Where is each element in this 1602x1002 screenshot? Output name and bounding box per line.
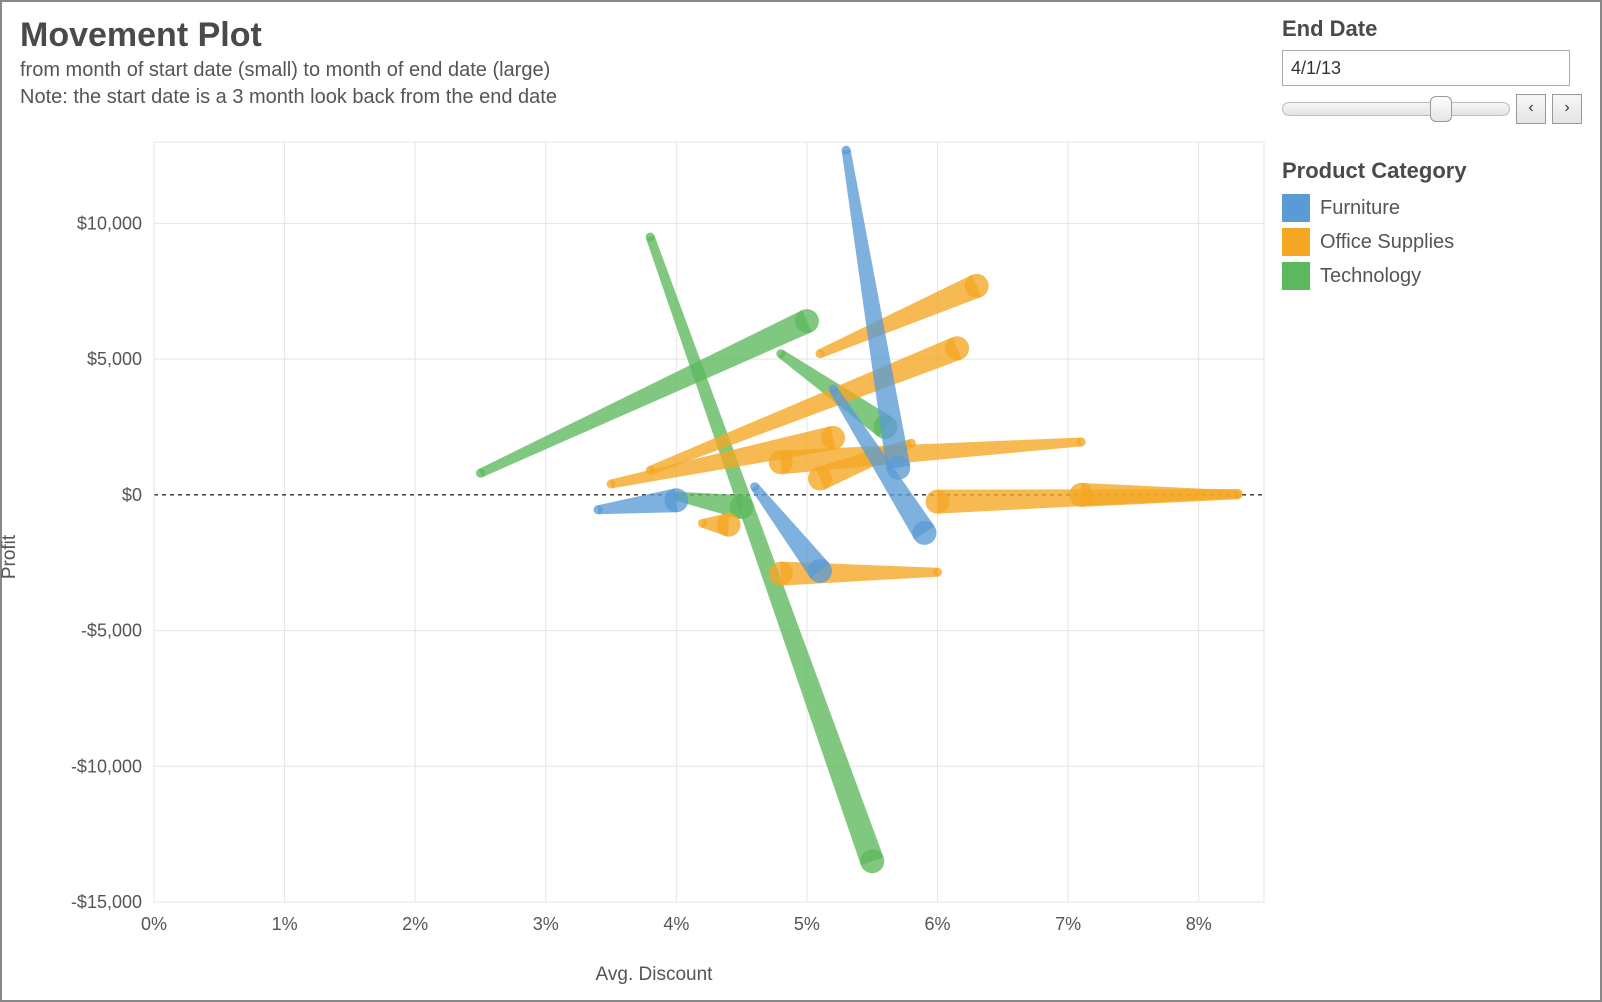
comet-end-point[interactable] — [795, 309, 819, 333]
comet-start-point — [907, 439, 916, 448]
comet-end-point[interactable] — [769, 562, 793, 586]
date-slider[interactable] — [1282, 102, 1510, 116]
comet-start-point — [829, 385, 838, 394]
chart-title: Movement Plot — [20, 16, 1270, 55]
svg-text:-$10,000: -$10,000 — [71, 756, 142, 776]
legend-swatch — [1282, 194, 1310, 222]
chart-subtitle: from month of start date (small) to mont… — [20, 57, 1270, 111]
subtitle-line-1: from month of start date (small) to mont… — [20, 59, 550, 81]
chevron-right-icon: › — [1564, 99, 1569, 116]
comet-end-point[interactable] — [945, 336, 969, 360]
svg-text:$10,000: $10,000 — [77, 213, 142, 233]
svg-text:6%: 6% — [925, 914, 951, 934]
legend: Product Category Furniture Office Supplie… — [1282, 158, 1582, 290]
comet-start-point — [646, 466, 655, 475]
comet-start-point — [646, 233, 655, 242]
controls-panel: End Date ‹ › Product Category Furniture O… — [1282, 16, 1582, 296]
comet-end-point[interactable] — [821, 426, 845, 450]
comet-start-point — [1233, 489, 1242, 498]
svg-text:1%: 1% — [272, 914, 298, 934]
comet-end-point[interactable] — [769, 450, 793, 474]
legend-item[interactable]: Furniture — [1282, 194, 1582, 222]
legend-label: Furniture — [1320, 197, 1400, 220]
end-date-input[interactable] — [1282, 50, 1570, 86]
comet-start-point — [842, 146, 851, 155]
prev-date-button[interactable]: ‹ — [1516, 94, 1546, 124]
subtitle-line-2: Note: the start date is a 3 month look b… — [20, 86, 557, 108]
comet-start-point — [816, 349, 825, 358]
svg-text:3%: 3% — [533, 914, 559, 934]
comet-start-point — [607, 480, 616, 489]
chevron-left-icon: ‹ — [1528, 99, 1533, 116]
svg-text:4%: 4% — [663, 914, 689, 934]
legend-item[interactable]: Technology — [1282, 262, 1582, 290]
svg-text:8%: 8% — [1186, 914, 1212, 934]
date-slider-row: ‹ › — [1282, 94, 1582, 124]
legend-swatch — [1282, 262, 1310, 290]
comet-start-point — [594, 505, 603, 514]
comet-end-point[interactable] — [808, 559, 832, 583]
comet-end-point[interactable] — [912, 521, 936, 545]
svg-text:5%: 5% — [794, 914, 820, 934]
next-date-button[interactable]: › — [1552, 94, 1582, 124]
legend-swatch — [1282, 228, 1310, 256]
comet-end-point[interactable] — [965, 274, 989, 298]
comet-end-point[interactable] — [717, 513, 741, 537]
svg-text:7%: 7% — [1055, 914, 1081, 934]
svg-text:-$15,000: -$15,000 — [71, 892, 142, 912]
comet-end-point[interactable] — [860, 849, 884, 873]
comet-start-point — [933, 568, 942, 577]
svg-text:-$5,000: -$5,000 — [81, 621, 142, 641]
chart-header: Movement Plot from month of start date (… — [20, 16, 1270, 111]
svg-text:2%: 2% — [402, 914, 428, 934]
legend-title: Product Category — [1282, 158, 1582, 184]
svg-text:$5,000: $5,000 — [87, 349, 142, 369]
comet-start-point — [776, 349, 785, 358]
svg-text:0%: 0% — [141, 914, 167, 934]
chart-area: Profit 0%1%2%3%4%5%6%7%8%-$15,000-$10,00… — [24, 132, 1284, 982]
legend-label: Technology — [1320, 265, 1421, 288]
svg-text:$0: $0 — [122, 485, 142, 505]
comet-start-point — [476, 469, 485, 478]
comet-start-point — [1077, 437, 1086, 446]
legend-label: Office Supplies — [1320, 231, 1454, 254]
y-axis-title: Profit — [0, 535, 21, 579]
date-slider-thumb[interactable] — [1430, 96, 1452, 122]
x-axis-title: Avg. Discount — [24, 964, 1284, 986]
end-date-label: End Date — [1282, 16, 1582, 42]
legend-item[interactable]: Office Supplies — [1282, 228, 1582, 256]
movement-plot-svg: 0% 1% 2% 3% 4% 5% 6% 7% 8% -$15,000 -$10,000 -$5,00… — [24, 132, 1284, 952]
comet-start-point — [750, 482, 759, 491]
comet-end-point[interactable] — [808, 467, 832, 491]
comet-end-point[interactable] — [664, 488, 688, 512]
comet-start-point — [698, 519, 707, 528]
app-frame: Movement Plot from month of start date (… — [0, 0, 1602, 1002]
comet-end-point[interactable] — [926, 490, 950, 514]
